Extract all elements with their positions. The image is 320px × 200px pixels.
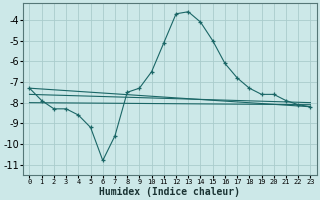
X-axis label: Humidex (Indice chaleur): Humidex (Indice chaleur) <box>100 186 240 197</box>
